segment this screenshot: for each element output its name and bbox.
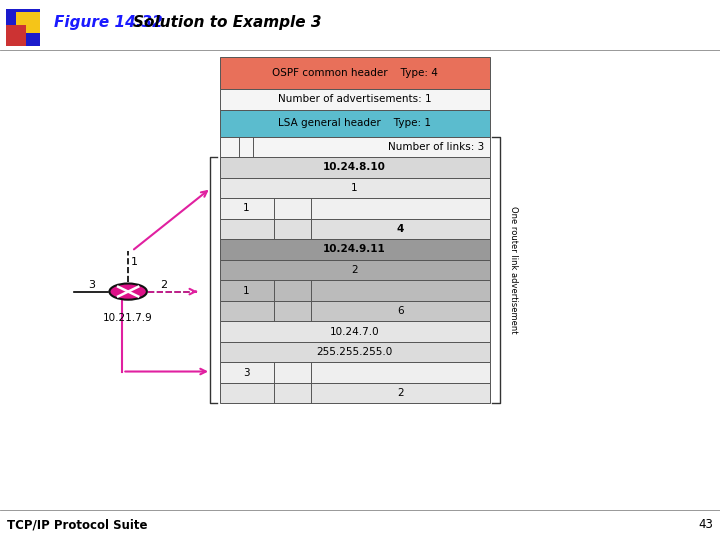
Text: One router link advertisement: One router link advertisement (509, 206, 518, 334)
Text: 4: 4 (397, 224, 404, 234)
Bar (220, 198, 490, 219)
Bar (6, 9, 40, 46)
Text: 2: 2 (161, 280, 168, 290)
Bar (220, 110, 490, 137)
Bar (16, 12, 40, 33)
Text: 10.24.8.10: 10.24.8.10 (323, 163, 386, 172)
Text: 6: 6 (397, 306, 404, 316)
Text: 1: 1 (351, 183, 358, 193)
Text: Figure 14.32: Figure 14.32 (54, 15, 163, 30)
Bar (220, 137, 490, 157)
Bar (220, 178, 490, 198)
Text: Solution to Example 3: Solution to Example 3 (133, 15, 322, 30)
Bar (220, 362, 490, 383)
Bar (220, 260, 490, 280)
Bar (220, 342, 490, 362)
Bar (220, 321, 490, 342)
Text: 43: 43 (698, 518, 713, 531)
Bar (220, 383, 490, 403)
Text: 1: 1 (130, 257, 138, 267)
Text: 3: 3 (243, 368, 250, 377)
Text: TCP/IP Protocol Suite: TCP/IP Protocol Suite (7, 518, 148, 531)
Text: LSA general header    Type: 1: LSA general header Type: 1 (278, 118, 431, 128)
Text: 10.24.9.11: 10.24.9.11 (323, 245, 386, 254)
Bar (6, 25, 26, 46)
Text: 1: 1 (243, 286, 250, 295)
Text: 10.21.7.9: 10.21.7.9 (103, 313, 153, 322)
Bar (220, 89, 490, 110)
Bar (220, 57, 490, 89)
Text: OSPF common header    Type: 4: OSPF common header Type: 4 (271, 68, 438, 78)
Bar (220, 301, 490, 321)
Bar (220, 280, 490, 301)
Ellipse shape (109, 284, 147, 300)
Text: 2: 2 (351, 265, 358, 275)
Bar (220, 219, 490, 239)
Text: 10.24.7.0: 10.24.7.0 (330, 327, 379, 336)
Text: 255.255.255.0: 255.255.255.0 (317, 347, 392, 357)
Text: Number of links: 3: Number of links: 3 (387, 142, 484, 152)
Bar (220, 239, 490, 260)
Text: Number of advertisements: 1: Number of advertisements: 1 (278, 94, 431, 104)
Text: 2: 2 (397, 388, 404, 398)
Text: 3: 3 (89, 280, 96, 290)
Bar (220, 157, 490, 178)
Text: 1: 1 (243, 204, 250, 213)
